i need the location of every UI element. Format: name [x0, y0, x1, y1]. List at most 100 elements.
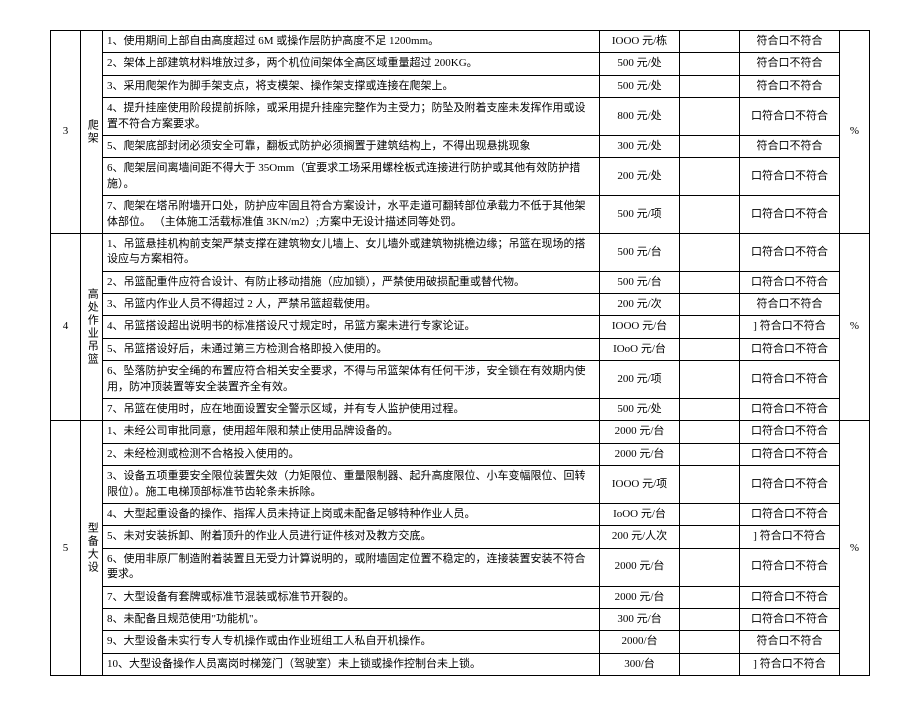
table-row: 2、未经检测或检测不合格投入使用的。2000 元/台 口符合口不符合	[51, 443, 870, 465]
table-row: 3、吊篮内作业人员不得超过 2 人，严禁吊篮超载使用。200 元/次符合口不符合	[51, 294, 870, 316]
table-row: 3、采用爬架作为脚手架支点，将支模架、操作架支撑或连接在爬架上。500 元/处 符…	[51, 75, 870, 97]
section-category: 爬架	[81, 31, 103, 234]
row-description: 9、大型设备未实行专人专机操作或由作业班组工人私自开机操作。	[103, 631, 600, 653]
row-price: 800 元/处	[600, 98, 680, 136]
table-row: 2、吊篮配重件应符合设计、有防止移动措施（应加锁），严禁使用破损配重或替代物。5…	[51, 271, 870, 293]
row-compliance: 口符合口不符合	[740, 548, 840, 586]
table-row: 5型备大设1、未经公司审批同意，使用超年限和禁止使用品牌设备的。2000 元/台…	[51, 421, 870, 443]
table-row: 4、提升挂座使用阶段提前拆除，或采用提升挂座完整作为主受力；防坠及附着支座未发挥…	[51, 98, 870, 136]
table-row: 4、大型起重设备的操作、指挥人员未持证上岗或未配备足够特种作业人员。IoOO 元…	[51, 503, 870, 525]
table-row: 7、吊篮在使用时，应在地面设置安全警示区域，并有专人监护使用过程。500 元/处…	[51, 399, 870, 421]
table-row: 3爬架1、使用期间上部自由高度超过 6M 或操作层防护高度不足 1200mm。I…	[51, 31, 870, 53]
row-description: 6、爬架层间离墙间距不得大于 35Omm（宜要求工场采用螺栓板式连接进行防护或其…	[103, 158, 600, 196]
row-price: IoOO 元/台	[600, 503, 680, 525]
row-blank	[680, 158, 740, 196]
section-number: 5	[51, 421, 81, 676]
row-blank	[680, 526, 740, 548]
row-description: 2、架体上部建筑材料堆放过多，两个机位间架体全高区域重量超过 200KG。	[103, 53, 600, 75]
table-row: 10、大型设备操作人员离岗时梯笼门（驾驶室）未上锁或操作控制台未上锁。300/台…	[51, 653, 870, 675]
row-compliance: 符合口不符合	[740, 53, 840, 75]
row-blank	[680, 316, 740, 338]
row-blank	[680, 653, 740, 675]
row-blank	[680, 271, 740, 293]
table-row: 5、未对安装拆卸、附着顶升的作业人员进行证件核对及教方交底。200 元/人次] …	[51, 526, 870, 548]
section-percent: %	[840, 421, 870, 676]
row-blank	[680, 361, 740, 399]
row-blank	[680, 608, 740, 630]
row-compliance: 符合口不符合	[740, 75, 840, 97]
row-blank	[680, 503, 740, 525]
row-price: IOoO 元/台	[600, 338, 680, 360]
row-blank	[680, 294, 740, 316]
table-row: 2、架体上部建筑材料堆放过多，两个机位间架体全高区域重量超过 200KG。500…	[51, 53, 870, 75]
row-description: 4、大型起重设备的操作、指挥人员未持证上岗或未配备足够特种作业人员。	[103, 503, 600, 525]
row-compliance: 口符合口不符合	[740, 361, 840, 399]
row-price: 200 元/项	[600, 361, 680, 399]
row-compliance: ] 符合口不符合	[740, 316, 840, 338]
row-description: 5、吊篮搭设好后，未通过第三方检测合格即投入使用的。	[103, 338, 600, 360]
row-compliance: 口符合口不符合	[740, 271, 840, 293]
row-compliance: 口符合口不符合	[740, 196, 840, 234]
row-description: 1、吊篮悬挂机构前支架严禁支撑在建筑物女儿墙上、女儿墙外或建筑物挑檐边缘；吊篮在…	[103, 233, 600, 271]
row-compliance: 口符合口不符合	[740, 338, 840, 360]
row-compliance: ] 符合口不符合	[740, 526, 840, 548]
row-description: 4、吊篮搭设超出说明书的标准搭设尺寸规定时，吊篮方案未进行专家论证。	[103, 316, 600, 338]
table-row: 3、设备五项重要安全限位装置失效（力矩限位、重量限制器、起升高度限位、小车变幅限…	[51, 466, 870, 504]
row-description: 8、未配备且规范使用"功能机"。	[103, 608, 600, 630]
row-price: IOOO 元/台	[600, 316, 680, 338]
row-blank	[680, 631, 740, 653]
row-compliance: 口符合口不符合	[740, 586, 840, 608]
row-price: 2000 元/台	[600, 586, 680, 608]
row-price: 2000/台	[600, 631, 680, 653]
row-blank	[680, 399, 740, 421]
row-price: 500 元/处	[600, 399, 680, 421]
row-description: 3、采用爬架作为脚手架支点，将支模架、操作架支撑或连接在爬架上。	[103, 75, 600, 97]
row-description: 6、使用非原厂制造附着装置且无受力计算说明的，或附墙固定位置不稳定的，连接装置安…	[103, 548, 600, 586]
row-description: 1、未经公司审批同意，使用超年限和禁止使用品牌设备的。	[103, 421, 600, 443]
row-blank	[680, 466, 740, 504]
row-description: 7、大型设备有套牌或标准节混装或标准节开裂的。	[103, 586, 600, 608]
row-blank	[680, 98, 740, 136]
row-compliance: 口符合口不符合	[740, 443, 840, 465]
row-compliance: 口符合口不符合	[740, 233, 840, 271]
row-description: 3、设备五项重要安全限位装置失效（力矩限位、重量限制器、起升高度限位、小车变幅限…	[103, 466, 600, 504]
row-price: 200 元/人次	[600, 526, 680, 548]
section-category: 高处作业吊篮	[81, 233, 103, 421]
row-compliance: 口符合口不符合	[740, 421, 840, 443]
table-row: 5、吊篮搭设好后，未通过第三方检测合格即投入使用的。IOoO 元/台 口符合口不符…	[51, 338, 870, 360]
row-price: 300/台	[600, 653, 680, 675]
row-price: 500 元/处	[600, 75, 680, 97]
row-compliance: 符合口不符合	[740, 135, 840, 157]
row-blank	[680, 135, 740, 157]
row-blank	[680, 196, 740, 234]
row-price: 500 元/台	[600, 233, 680, 271]
row-price: 2000 元/台	[600, 443, 680, 465]
row-blank	[680, 586, 740, 608]
row-price: 300 元/处	[600, 135, 680, 157]
row-price: 200 元/处	[600, 158, 680, 196]
row-compliance: 口符合口不符合	[740, 503, 840, 525]
row-compliance: 符合口不符合	[740, 294, 840, 316]
row-price: 500 元/处	[600, 53, 680, 75]
table-row: 4、吊篮搭设超出说明书的标准搭设尺寸规定时，吊篮方案未进行专家论证。IOOO 元…	[51, 316, 870, 338]
row-compliance: 符合口不符合	[740, 31, 840, 53]
row-price: IOOO 元/栋	[600, 31, 680, 53]
row-price: 500 元/项	[600, 196, 680, 234]
table-row: 6、使用非原厂制造附着装置且无受力计算说明的，或附墙固定位置不稳定的，连接装置安…	[51, 548, 870, 586]
inspection-table: 3爬架1、使用期间上部自由高度超过 6M 或操作层防护高度不足 1200mm。I…	[50, 30, 870, 676]
row-description: 5、爬架底部封闭必须安全可靠，翻板式防护必须搁置于建筑结构上，不得出现悬挑现象	[103, 135, 600, 157]
row-description: 2、吊篮配重件应符合设计、有防止移动措施（应加锁），严禁使用破损配重或替代物。	[103, 271, 600, 293]
row-description: 2、未经检测或检测不合格投入使用的。	[103, 443, 600, 465]
row-compliance: 口符合口不符合	[740, 399, 840, 421]
table-row: 8、未配备且规范使用"功能机"。300 元/台口符合口不符合	[51, 608, 870, 630]
row-compliance: 口符合口不符合	[740, 158, 840, 196]
section-percent: %	[840, 31, 870, 234]
row-description: 3、吊篮内作业人员不得超过 2 人，严禁吊篮超载使用。	[103, 294, 600, 316]
row-description: 1、使用期间上部自由高度超过 6M 或操作层防护高度不足 1200mm。	[103, 31, 600, 53]
row-blank	[680, 31, 740, 53]
row-price: IOOO 元/项	[600, 466, 680, 504]
row-compliance: 口符合口不符合	[740, 466, 840, 504]
table-row: 6、爬架层间离墙间距不得大于 35Omm（宜要求工场采用螺栓板式连接进行防护或其…	[51, 158, 870, 196]
row-blank	[680, 338, 740, 360]
row-price: 2000 元/台	[600, 548, 680, 586]
